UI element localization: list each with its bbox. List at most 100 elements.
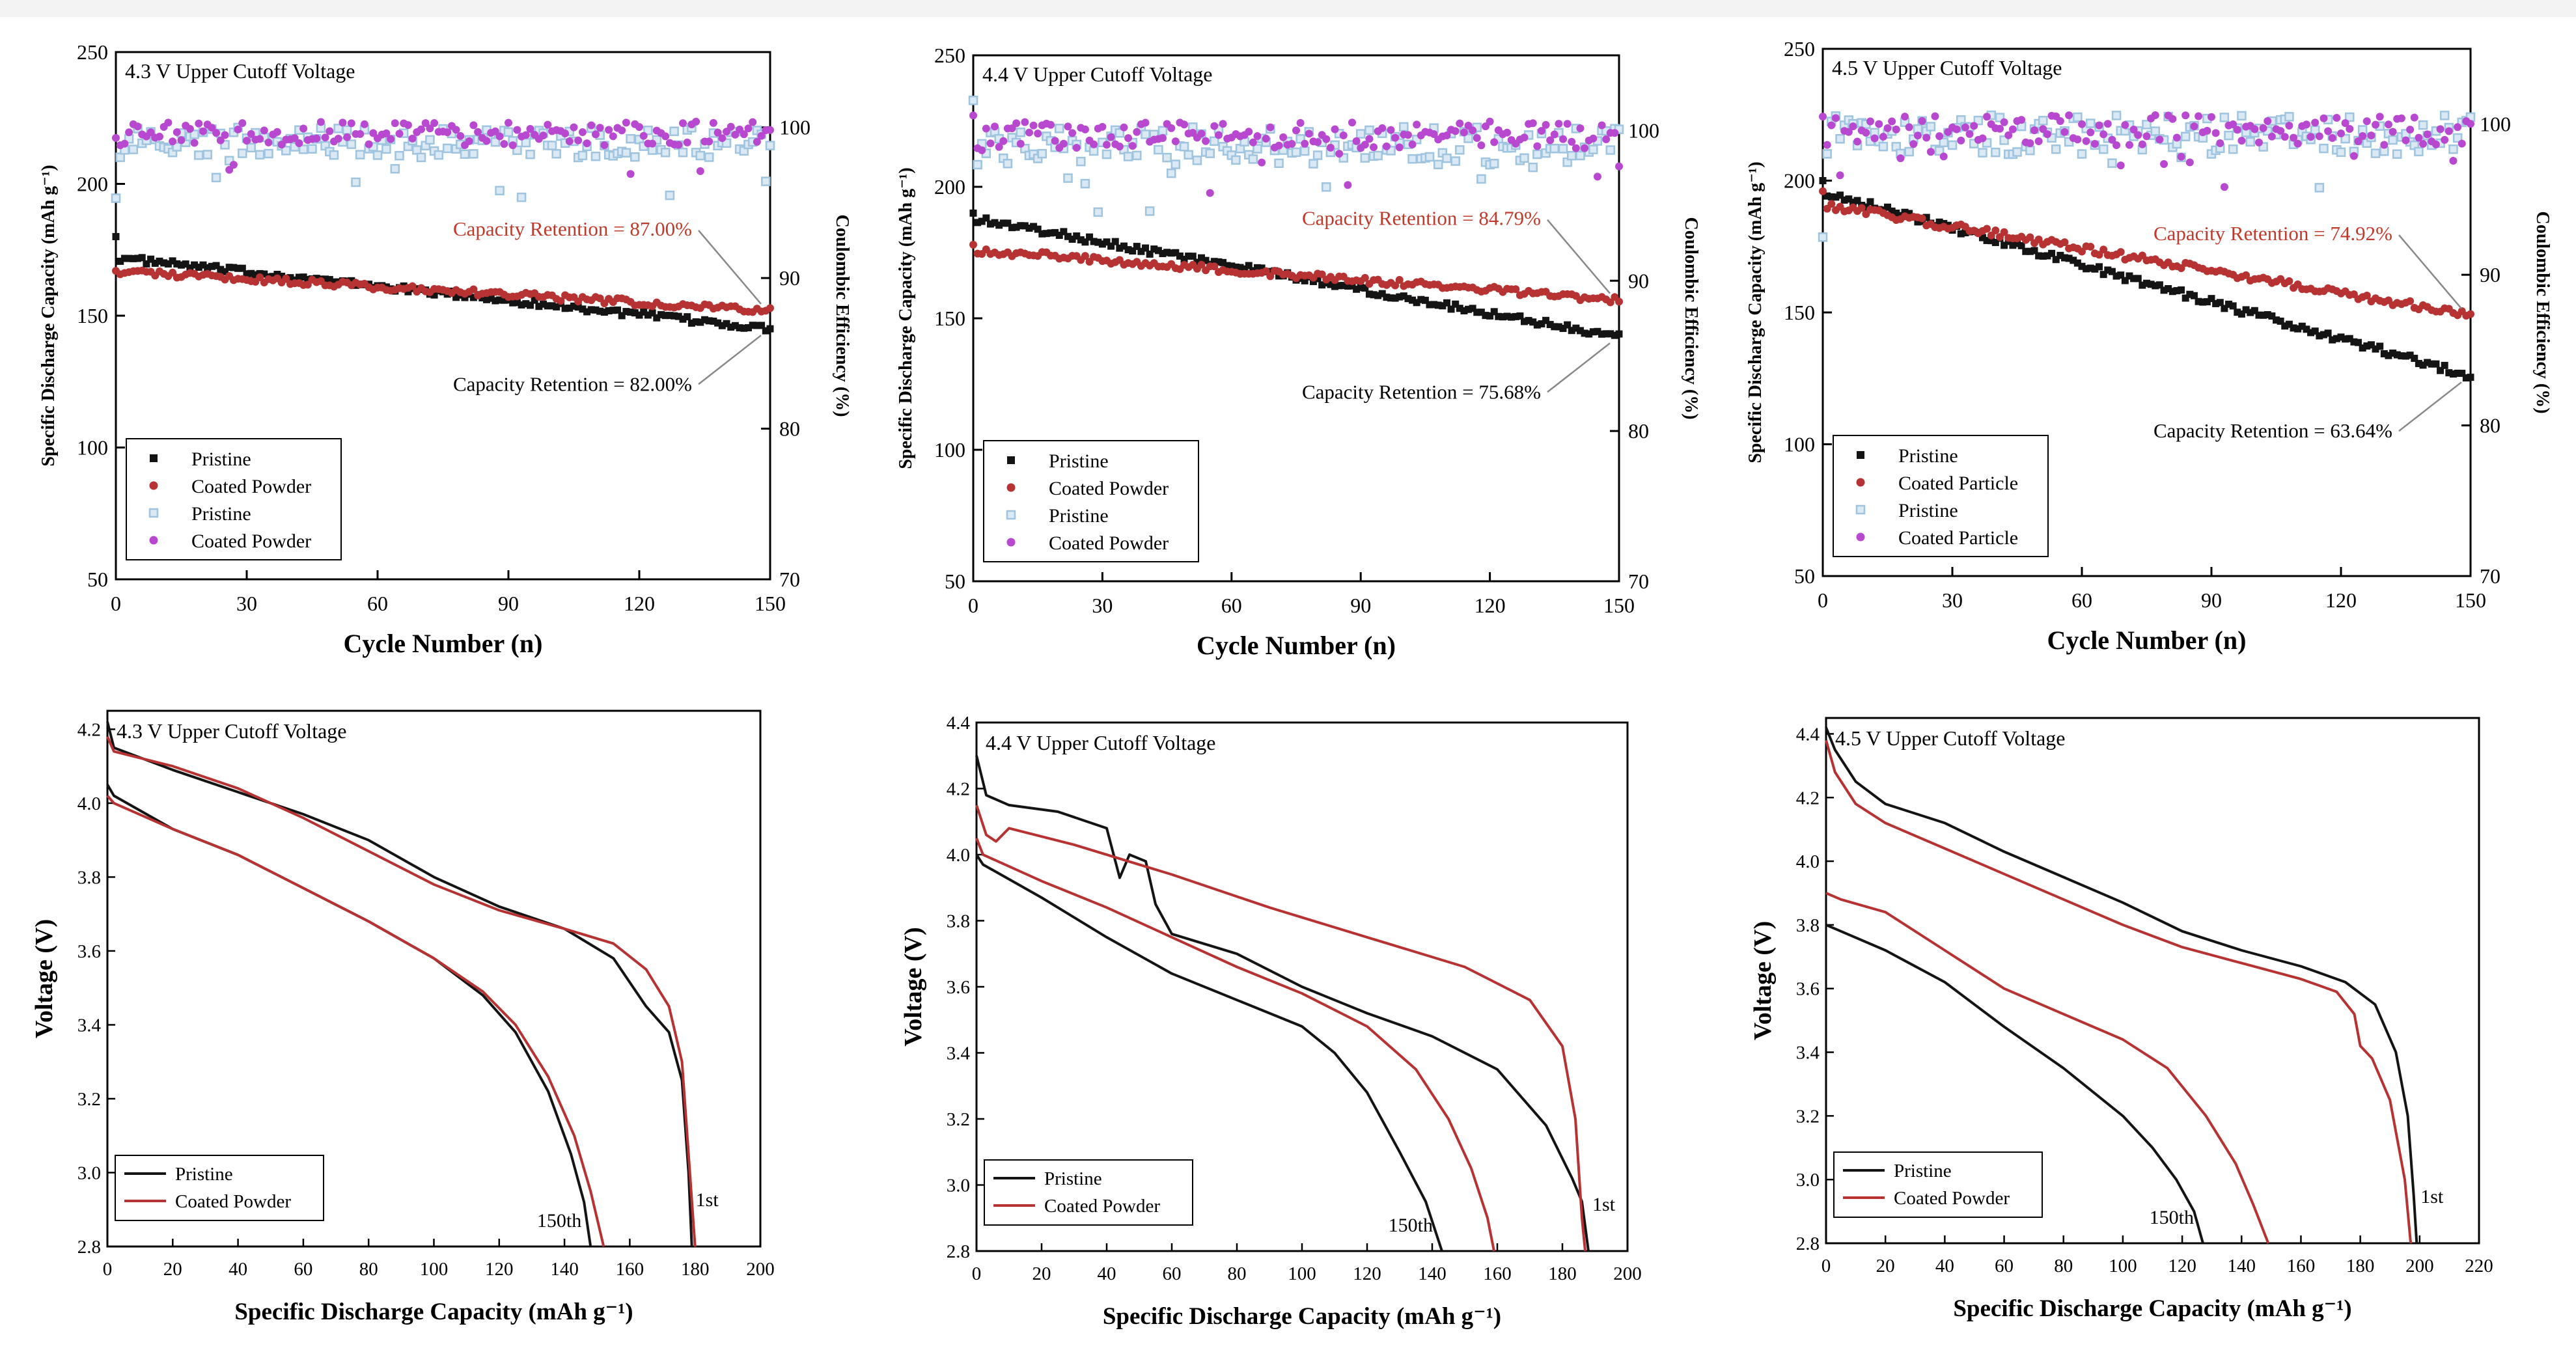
discharge-chart-1-y-label: Voltage (V)	[31, 919, 58, 1038]
cycling-chart-2-series-1-point	[1564, 321, 1572, 329]
discharge-chart-2-x-tick-label: 80	[1228, 1263, 1247, 1284]
cycling-chart-2-series-1-point	[1465, 305, 1473, 313]
cycling-chart-1-series-1-point	[243, 270, 251, 278]
cycling-chart-1-series-1-point	[583, 308, 591, 316]
discharge-chart-2-x-tick-label: 0	[972, 1263, 982, 1284]
cycling-chart-2-series-4-point	[1370, 143, 1378, 152]
cycling-chart-3-series-1-point	[2242, 306, 2250, 314]
cycling-chart-1-series-4-point	[757, 131, 766, 140]
cycling-chart-1-series-1-point	[609, 307, 617, 314]
cycling-chart-2-series-4-point	[1568, 137, 1576, 146]
cycling-chart-1-series-1-point	[614, 306, 621, 314]
cycling-chart-1-y2-tick-label: 70	[779, 568, 800, 591]
cycling-chart-2-series-1-point	[1146, 250, 1154, 258]
cycling-chart-3-series-4-point	[2129, 126, 2138, 134]
cycling-chart-1-series-4-point	[452, 126, 460, 134]
cycling-chart-1-series-1-point	[295, 273, 303, 281]
cycling-chart-1-series-4-point	[570, 123, 578, 131]
cycling-chart-3-series-3-point	[2452, 133, 2463, 143]
cycling-chart-2-series-4-point	[1537, 126, 1545, 135]
cycling-chart-3-series-4-point	[2337, 129, 2345, 137]
cycling-chart-3-series-4-point	[2195, 112, 2203, 120]
cycling-chart-2-series-4-point	[1029, 121, 1038, 130]
cycling-chart-1-series-1-point	[178, 261, 185, 269]
cycling-chart-1-series-4-point	[247, 130, 255, 138]
cycling-chart-2-series-1-point	[1353, 285, 1361, 293]
cycling-chart-1-series-1-point	[705, 317, 713, 325]
cycling-chart-3-series-1-point	[2035, 252, 2043, 260]
cycling-chart-1-arrow-coated-line	[698, 230, 762, 305]
discharge-chart-1-legend-box	[115, 1155, 324, 1221]
discharge-chart-3-x-tick-label: 0	[1821, 1256, 1831, 1276]
cycling-chart-3-series-1-point	[1892, 210, 1900, 217]
cycling-chart-2-series-4-point	[1520, 133, 1529, 142]
cycling-chart-2-series-2-point	[969, 240, 977, 249]
cycling-chart-3-series-1-point	[2039, 253, 2047, 260]
cycling-chart-3-series-4-point	[2103, 120, 2112, 128]
cycling-chart-3-series-4-point	[2346, 124, 2354, 133]
cycling-chart-3-series-1-point	[2052, 256, 2060, 264]
cycling-chart-1-series-4-point	[256, 135, 264, 143]
cycling-chart-2-series-4-point	[1581, 144, 1589, 152]
cycling-chart-3-series-4-point	[2004, 131, 2013, 139]
cycling-chart-1-series-4-point	[243, 137, 251, 145]
cycling-chart-1-series-3-point	[202, 150, 212, 159]
discharge-chart-2-curve-2	[975, 805, 1586, 1252]
cycling-chart-3-series-1-point	[2268, 312, 2276, 320]
cycling-chart-1-series-1-point	[173, 260, 181, 268]
cycling-chart-2-series-1-point	[1111, 238, 1119, 245]
cycling-chart-3-series-4-point	[1901, 113, 1909, 121]
cycling-chart-3-series-4-point	[2290, 133, 2298, 142]
cycling-chart-3-series-4-point	[2328, 134, 2336, 143]
cycling-chart-1-series-1-point	[658, 310, 665, 318]
cycling-chart-2-retention-coated: Capacity Retention = 84.79%	[1302, 207, 1541, 230]
discharge-chart-2-label-150th: 150th	[1389, 1215, 1433, 1236]
cycling-chart-1-series-1-point	[238, 264, 246, 272]
cycling-chart-2-series-4-point	[1305, 130, 1313, 138]
cycling-chart-1-series-1-point	[160, 259, 168, 267]
cycling-chart-2-series-3-point	[1433, 159, 1443, 169]
cycling-chart-1-series-3-point	[355, 150, 365, 159]
cycling-chart-3-series-1-point	[2121, 277, 2129, 284]
cycling-chart-3-series-4-point	[1965, 130, 1974, 138]
cycling-chart-3-y-tick-label: 250	[1784, 37, 1815, 61]
cycling-chart-2-series-1-point	[1215, 258, 1223, 266]
cycling-chart-1-series-1-point	[191, 261, 199, 269]
cycling-chart-1-series-1-point	[138, 254, 146, 262]
cycling-chart-3-series-1-point	[2333, 335, 2340, 342]
cycling-chart-1-series-4-point	[190, 139, 199, 147]
cycling-chart-1-series-4-point	[334, 135, 342, 143]
discharge-chart-3-x-tick-label: 120	[2168, 1256, 2196, 1276]
cycling-chart-2-series-3-point	[1399, 122, 1409, 132]
cycling-chart-1-series-1-point	[600, 309, 608, 316]
cycling-chart-2-series-1-point	[1340, 282, 1348, 290]
cycling-chart-3-series-3-point	[1835, 134, 1845, 144]
cycling-chart-3-retention-pristine: Capacity Retention = 63.64%	[2154, 419, 2392, 442]
cycling-chart-2-series-3-point	[1532, 149, 1542, 159]
cycling-chart-1-title: 4.3 V Upper Cutoff Voltage	[125, 59, 355, 83]
cycling-chart-2-series-4-point	[1249, 138, 1257, 146]
cycling-chart-1-series-4-point	[225, 165, 234, 174]
cycling-chart-2-series-3-point	[1455, 145, 1465, 155]
cycling-chart-3-series-4-point	[2362, 117, 2371, 126]
cycling-chart-3-series-4-point	[1819, 113, 1827, 121]
cycling-chart-2-series-1-point	[1581, 329, 1588, 337]
cycling-chart-1-series-3-point	[590, 151, 601, 161]
cycling-chart-2-series-4-point	[1279, 133, 1288, 141]
cycling-chart-1-series-4-point	[465, 137, 473, 145]
cycling-chart-1-series-1-point	[679, 315, 687, 323]
cycling-chart-2-y-tick-label: 50	[945, 570, 965, 593]
cycling-chart-3-x-tick-label: 150	[2455, 588, 2486, 612]
cycling-chart-3-series-2-point	[1827, 200, 1836, 208]
discharge-chart-1-x-tick-label: 200	[746, 1259, 775, 1280]
cycling-chart-2-series-4-point	[1443, 131, 1451, 140]
cycling-chart-3-series-2-point	[2095, 251, 2103, 259]
top-strip	[0, 0, 2576, 17]
cycling-chart-3-series-3-point	[2439, 111, 2450, 120]
discharge-chart-3-frame	[1825, 717, 2480, 1245]
cycling-chart-3-series-1-point	[2221, 305, 2228, 312]
discharge-chart-3-y-tick-label: 4.2	[1796, 788, 1820, 808]
cycling-chart-1-series-1-point	[286, 274, 294, 282]
cycling-chart-2-series-4-point	[1128, 142, 1137, 150]
cycling-chart-3-series-4-point	[2220, 183, 2228, 191]
